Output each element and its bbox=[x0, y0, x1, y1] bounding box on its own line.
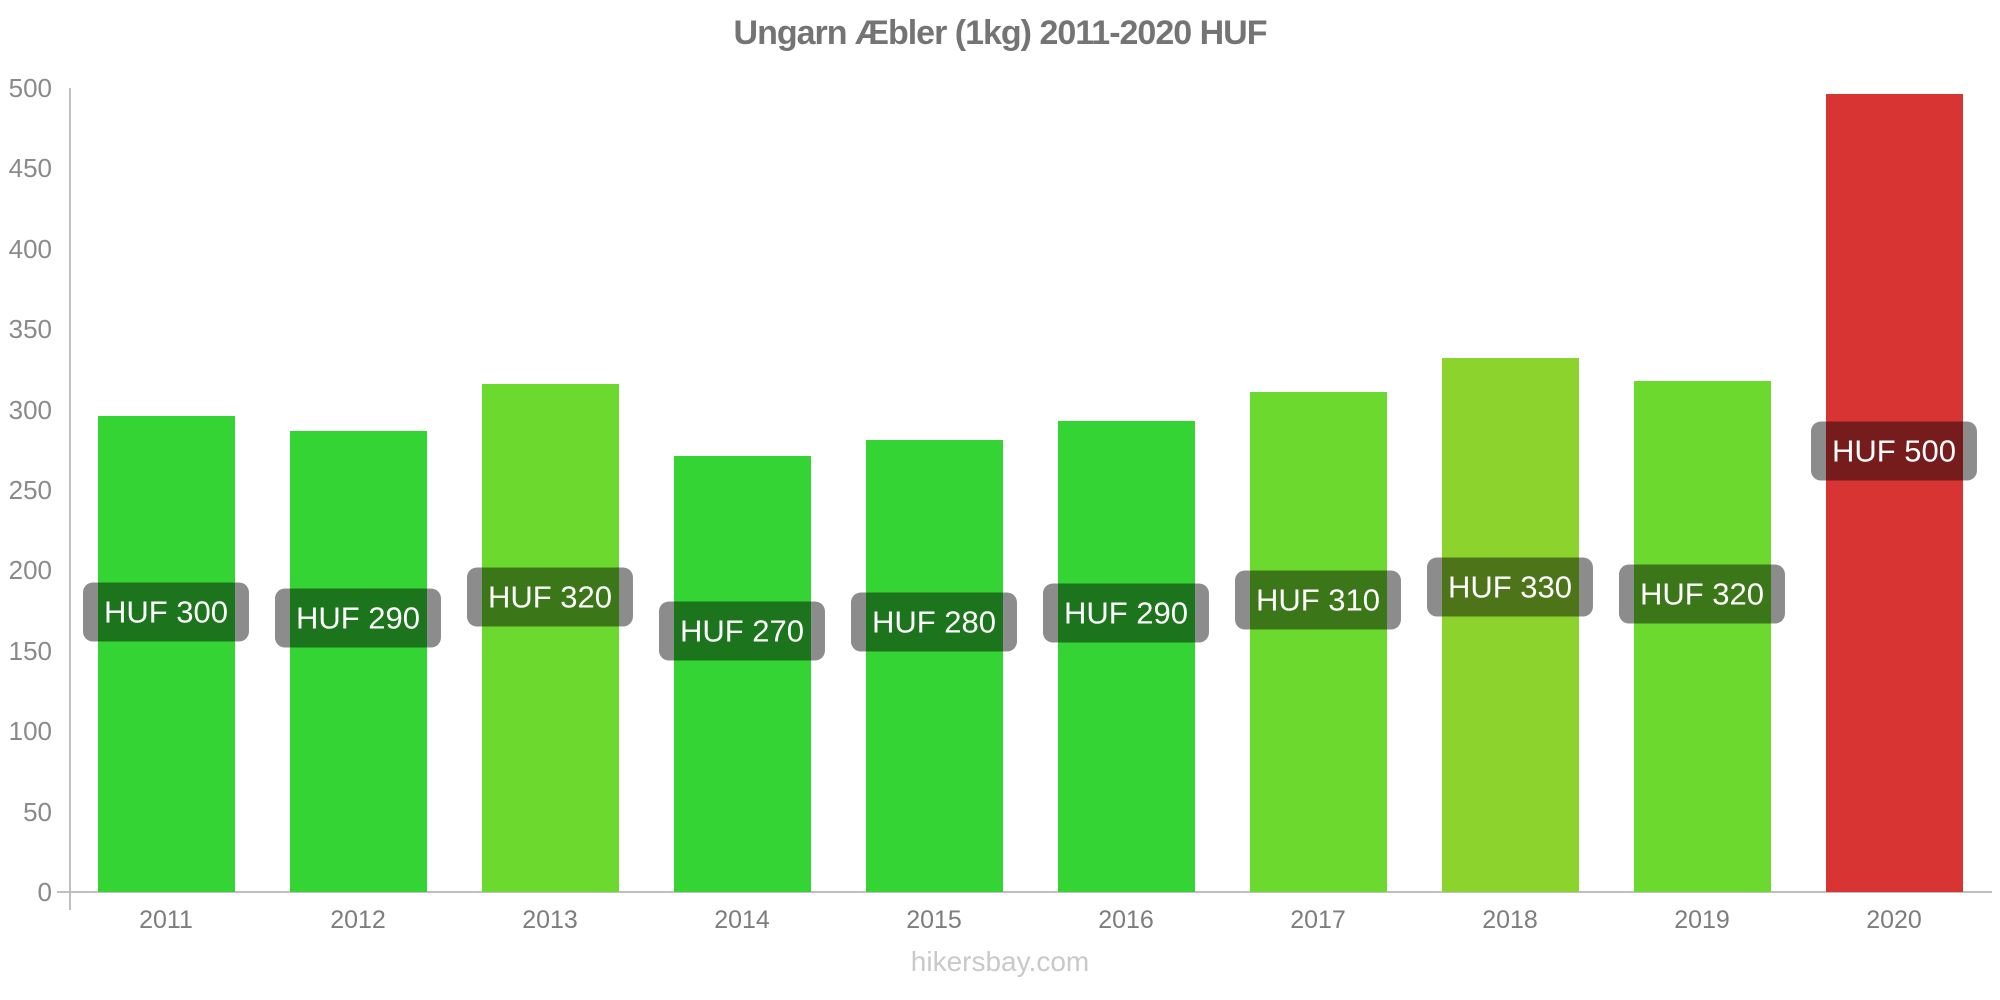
value-label-2018: HUF 330 bbox=[1426, 557, 1594, 617]
x-axis-tick-label: 2016 bbox=[1098, 906, 1154, 934]
y-axis-tick-label: 250 bbox=[8, 475, 52, 505]
x-axis-line bbox=[57, 891, 1992, 893]
value-label-2012: HUF 290 bbox=[274, 588, 442, 648]
bar-2012[interactable] bbox=[289, 431, 427, 892]
x-axis-tick-label: 2017 bbox=[1290, 906, 1346, 934]
value-label-2019: HUF 320 bbox=[1618, 564, 1786, 624]
y-axis-tick-label: 500 bbox=[8, 73, 52, 103]
bar-2011[interactable] bbox=[97, 416, 235, 892]
value-label-2013: HUF 320 bbox=[466, 567, 634, 627]
value-label-2011: HUF 300 bbox=[82, 582, 250, 642]
x-axis-tick-label: 2012 bbox=[330, 906, 386, 934]
y-axis-tick-label: 300 bbox=[8, 394, 52, 425]
x-axis-tick-label: 2011 bbox=[139, 906, 193, 934]
value-label-2016: HUF 290 bbox=[1042, 583, 1210, 643]
y-axis-tick-label: 50 bbox=[23, 796, 52, 827]
y-axis-tick-label: 0 bbox=[37, 877, 52, 907]
y-axis-tick-label: 100 bbox=[8, 716, 52, 747]
bar-2015[interactable] bbox=[865, 440, 1003, 892]
value-label-2017: HUF 310 bbox=[1234, 570, 1402, 630]
x-axis-tick-label: 2020 bbox=[1866, 906, 1922, 934]
y-axis-tick-label: 350 bbox=[8, 314, 52, 345]
y-axis-tick-label: 400 bbox=[8, 233, 52, 264]
watermark: hikersbay.com bbox=[910, 946, 1090, 977]
x-axis-tick-label: 2015 bbox=[906, 906, 962, 934]
x-axis-tick-label: 2014 bbox=[714, 906, 770, 934]
value-label-2014: HUF 270 bbox=[658, 601, 826, 661]
bar-2020[interactable] bbox=[1825, 94, 1963, 892]
bar-2018[interactable] bbox=[1441, 358, 1579, 892]
value-label-2015: HUF 280 bbox=[850, 592, 1018, 652]
y-axis-line bbox=[69, 88, 71, 910]
bar-2013[interactable] bbox=[481, 384, 619, 892]
y-axis-tick-label: 200 bbox=[8, 555, 52, 586]
y-axis-tick-label: 150 bbox=[8, 635, 52, 666]
chart-title: Ungarn Æbler (1kg) 2011-2020 HUF bbox=[733, 14, 1268, 52]
x-axis-tick-label: 2013 bbox=[522, 906, 578, 934]
x-axis-tick-label: 2019 bbox=[1674, 906, 1730, 934]
value-label-2020: HUF 500 bbox=[1810, 421, 1978, 481]
bar-2019[interactable] bbox=[1633, 381, 1771, 892]
y-axis-tick-label: 450 bbox=[8, 153, 52, 184]
bar-2017[interactable] bbox=[1249, 392, 1387, 892]
bar-2016[interactable] bbox=[1057, 421, 1195, 892]
x-axis-tick-label: 2018 bbox=[1482, 906, 1538, 934]
bar-2014[interactable] bbox=[673, 456, 811, 892]
